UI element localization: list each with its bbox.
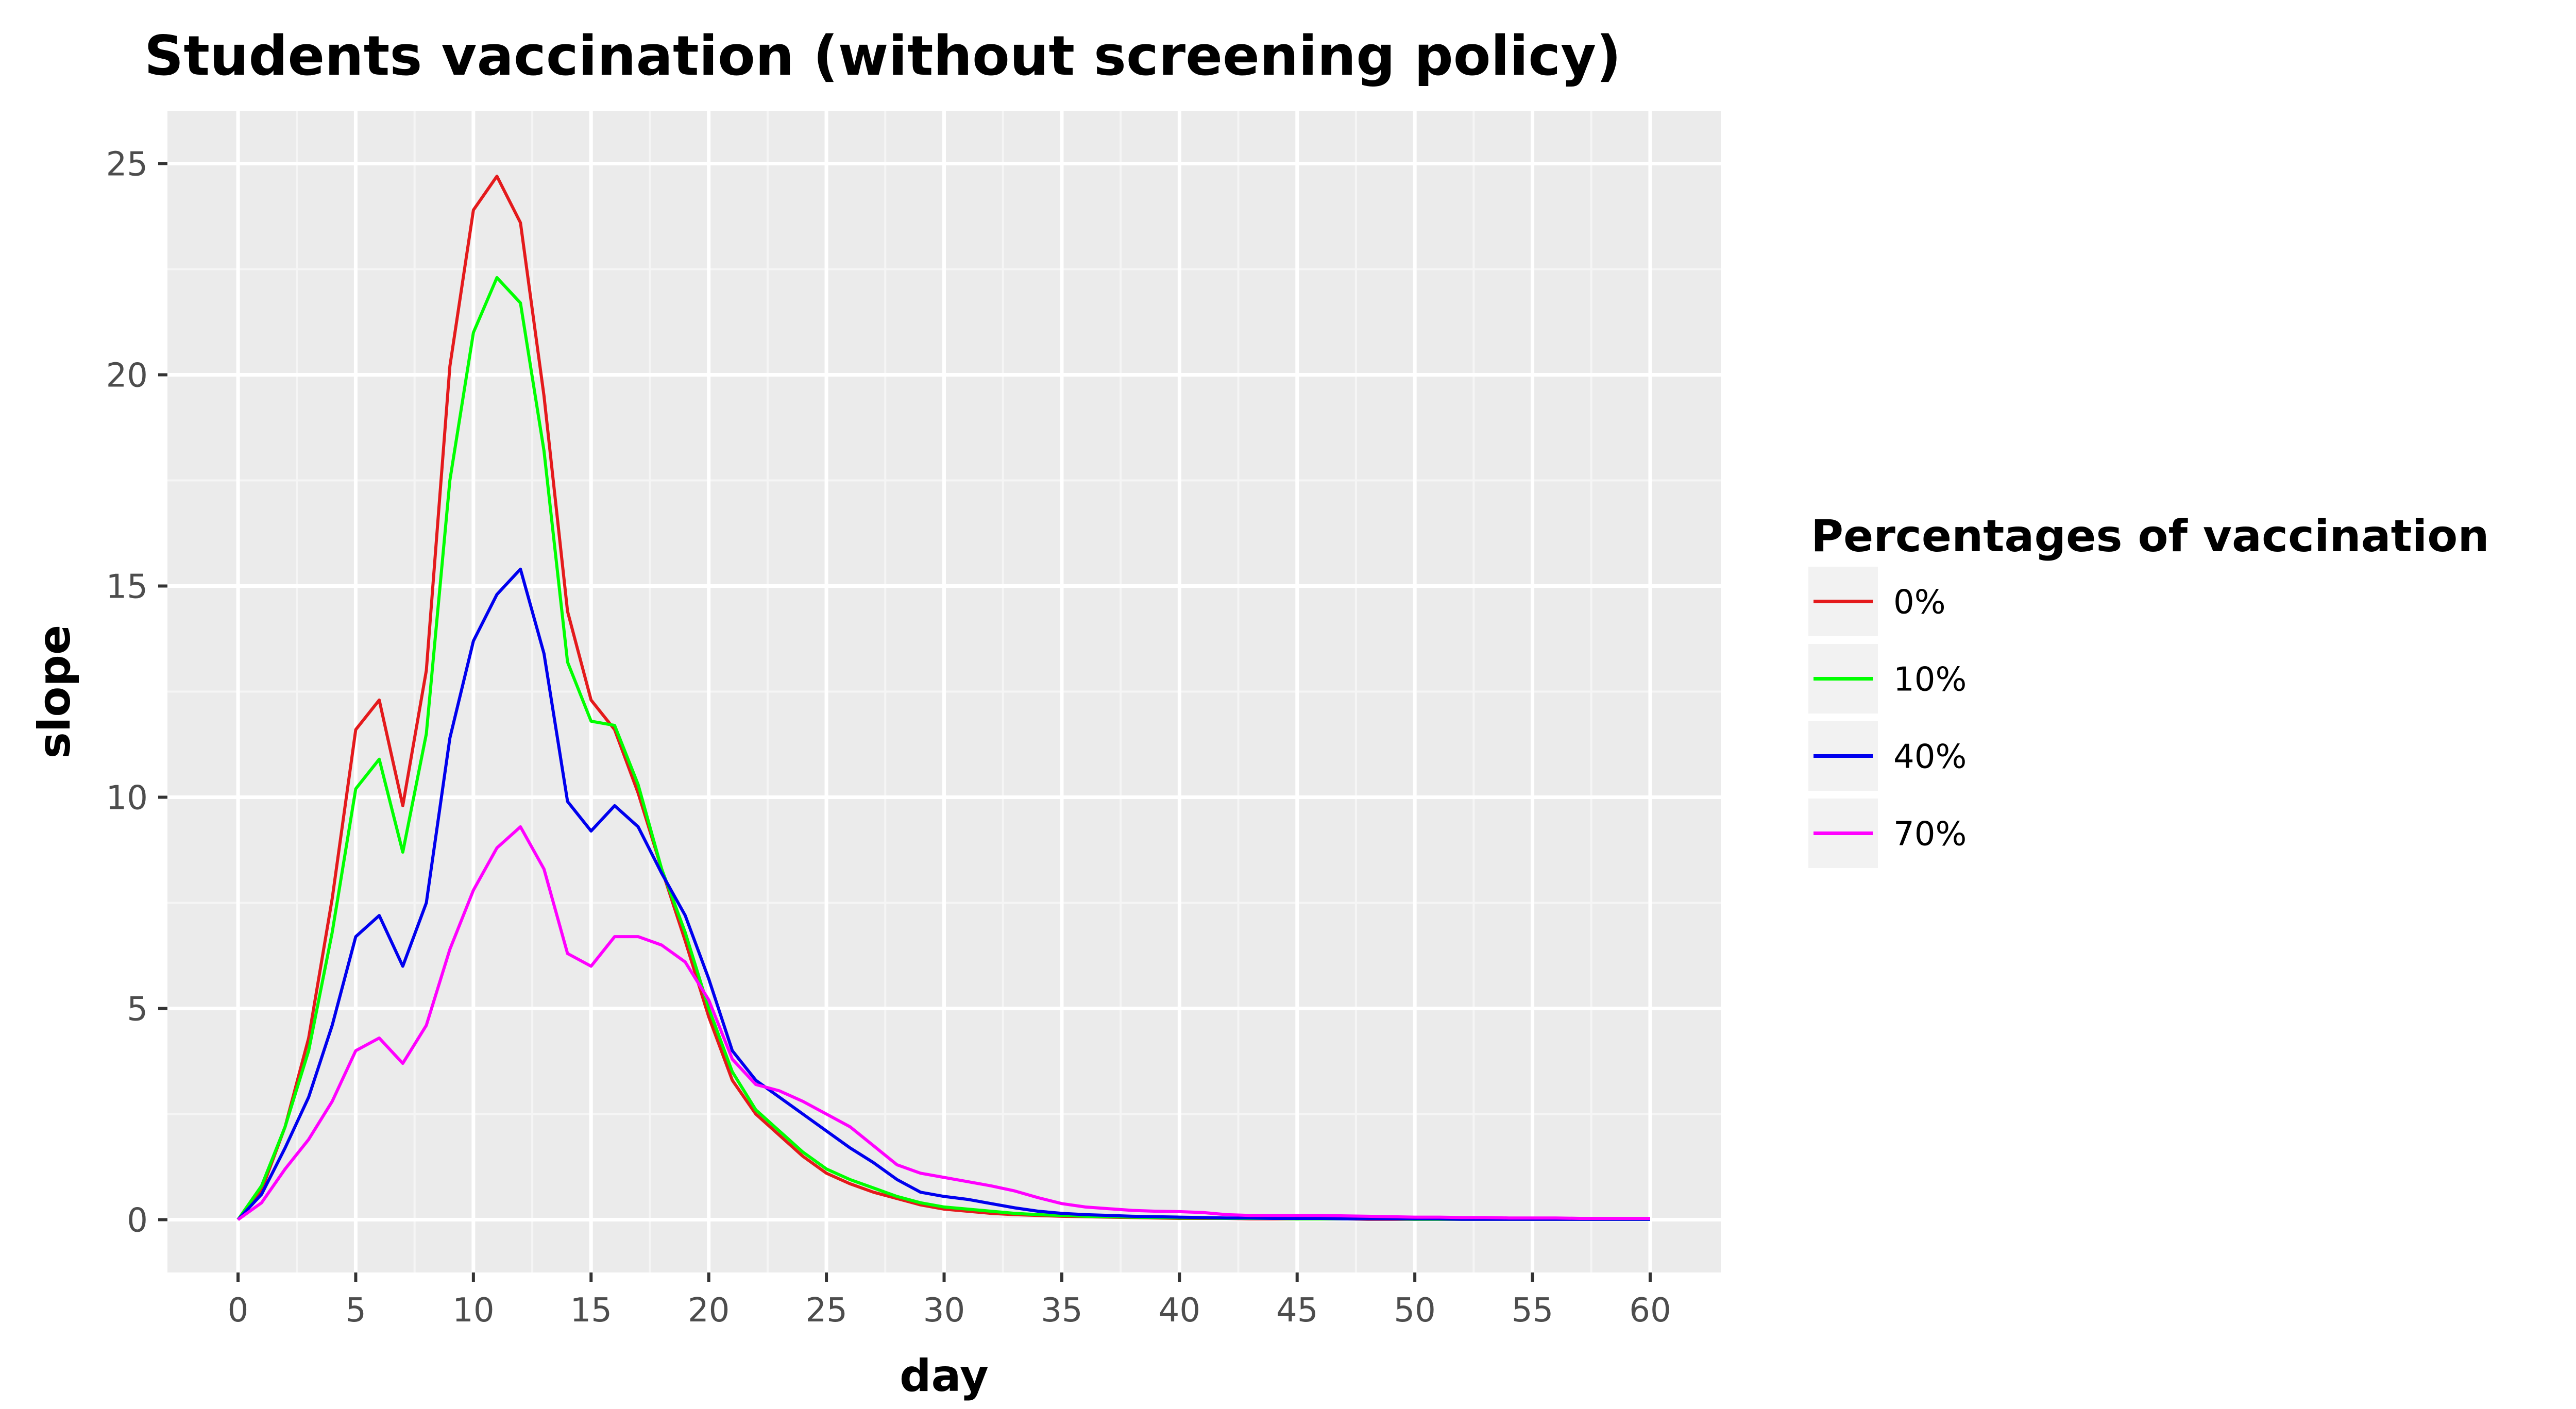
y-axis-title: slope	[29, 625, 80, 759]
x-axis: 0 5 10 15 20 25 30 35 40 45 50 55 60	[228, 1272, 1671, 1330]
legend-label: 0%	[1893, 584, 1946, 622]
legend-label: 10%	[1893, 661, 1967, 699]
x-tick-label: 40	[1159, 1292, 1200, 1330]
y-tick-label: 10	[106, 779, 148, 818]
x-tick-label: 50	[1394, 1292, 1435, 1330]
y-tick-label: 20	[106, 357, 148, 395]
x-tick-label: 45	[1276, 1292, 1318, 1330]
series-line-40pct	[236, 567, 1650, 1221]
legend: Percentages of vaccination 0% 10% 40% 70%	[1808, 511, 2489, 868]
x-tick-label: 25	[805, 1292, 847, 1330]
legend-label: 70%	[1893, 816, 1967, 854]
x-axis-title: day	[900, 1350, 989, 1402]
x-tick-label: 10	[452, 1292, 494, 1330]
x-tick-label: 30	[923, 1292, 965, 1330]
y-axis: 0 5 10 15 20 25	[106, 146, 167, 1240]
x-tick-label: 0	[228, 1292, 249, 1330]
x-tick-label: 60	[1629, 1292, 1671, 1330]
x-tick-label: 5	[345, 1292, 366, 1330]
legend-title: Percentages of vaccination	[1811, 511, 2489, 562]
chart-title: Students vaccination (without screening …	[144, 24, 1621, 88]
series-line-70pct	[237, 825, 1650, 1221]
legend-label: 40%	[1893, 738, 1967, 776]
y-tick-label: 5	[127, 991, 148, 1029]
y-tick-label: 15	[106, 568, 148, 606]
y-tick-label: 0	[127, 1202, 148, 1240]
x-tick-label: 55	[1512, 1292, 1553, 1330]
x-tick-label: 20	[688, 1292, 730, 1330]
series-lines	[236, 175, 1650, 1221]
major-gridlines	[167, 111, 1721, 1272]
x-tick-label: 15	[570, 1292, 612, 1330]
x-tick-label: 35	[1041, 1292, 1082, 1330]
y-tick-label: 25	[106, 146, 148, 184]
